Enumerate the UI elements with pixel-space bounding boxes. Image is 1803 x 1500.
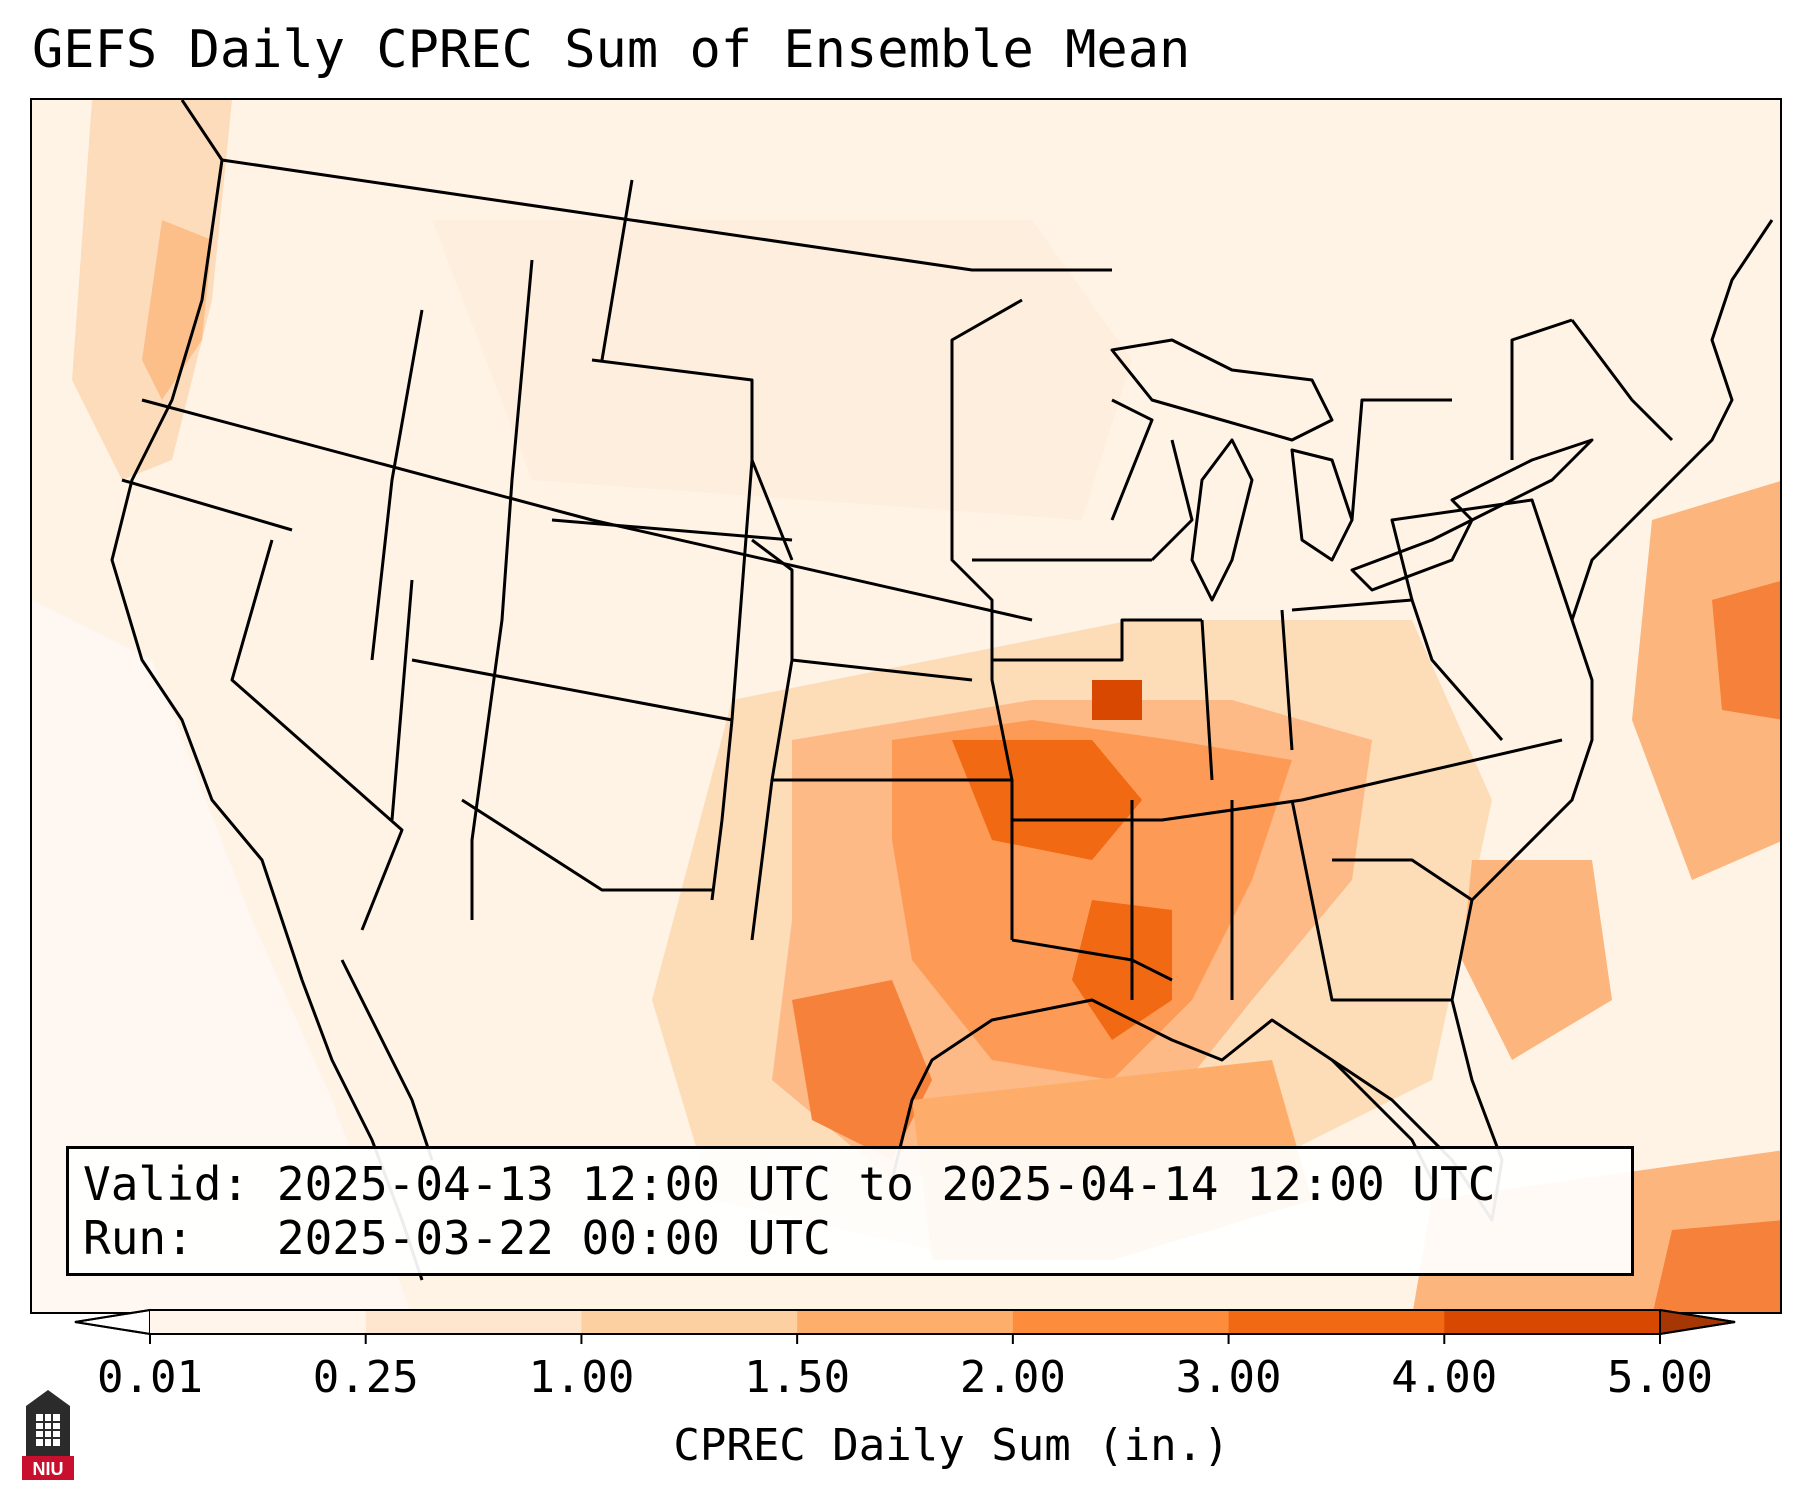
atlantic-core [1712,581,1780,720]
colorbar-segment [150,1310,367,1334]
colorbar-tick-label: 2.00 [959,1352,1066,1403]
colorbar-label: CPREC Daily Sum (in.) [673,1420,1230,1471]
valid-label: Valid: [83,1157,250,1211]
logo-text: NIU [33,1459,64,1479]
colorbar-tick-label: 1.00 [528,1352,635,1403]
logo-window-lines [36,1414,60,1446]
valid-run-info-box: Valid: 2025-04-13 12:00 UTC to 2025-04-1… [66,1146,1634,1276]
colorbar-tick-label: 5.00 [1607,1352,1713,1403]
colorbar-tick-label: 3.00 [1175,1352,1282,1403]
page-title: GEFS Daily CPREC Sum of Ensemble Mean [32,20,1191,80]
colorbar-tick-label: 4.00 [1391,1352,1498,1403]
run-line: Run: 2025-03-22 00:00 UTC [83,1211,1617,1265]
state-borders [121,158,1674,1002]
colorbar-segment [1444,1310,1661,1334]
colorbar-tick-label: 1.50 [744,1352,851,1403]
logo-badge [22,1456,74,1480]
precip-map [32,100,1780,1312]
niu-logo: NIU [22,1390,74,1480]
northern-plains-light [432,220,1132,520]
colorbar-tick-label: 0.25 [312,1352,419,1403]
colorbar-segment [1228,1310,1445,1334]
midsouth-max-1 [952,740,1142,860]
colorbar [74,1308,1736,1344]
colorbar-under-arrow [74,1308,151,1336]
colorbar-tick-label: 0.01 [97,1352,203,1403]
colorbar-segment [1012,1310,1230,1334]
texas-max [792,980,932,1160]
map-panel[interactable] [30,98,1782,1314]
run-label: Run: [83,1211,194,1265]
atlantic-band-1 [1632,481,1780,880]
midsouth-max-core [1092,680,1142,720]
pnw-precip-core [142,220,212,400]
caribbean-core [1652,1220,1780,1312]
colorbar-segment [797,1310,1014,1334]
colorbar-segment [365,1310,582,1334]
valid-value: 2025-04-13 12:00 UTC to 2025-04-14 12:00… [276,1157,1496,1211]
colorbar-over-arrow [1659,1308,1736,1336]
run-value: 2025-03-22 00:00 UTC [276,1211,831,1265]
valid-line: Valid: 2025-04-13 12:00 UTC to 2025-04-1… [83,1157,1617,1211]
colorbar-segment [581,1310,798,1334]
pacific-low-precip [32,600,411,1312]
atlantic-band-2 [1462,860,1612,1060]
midsouth-max-2 [1072,900,1172,1040]
